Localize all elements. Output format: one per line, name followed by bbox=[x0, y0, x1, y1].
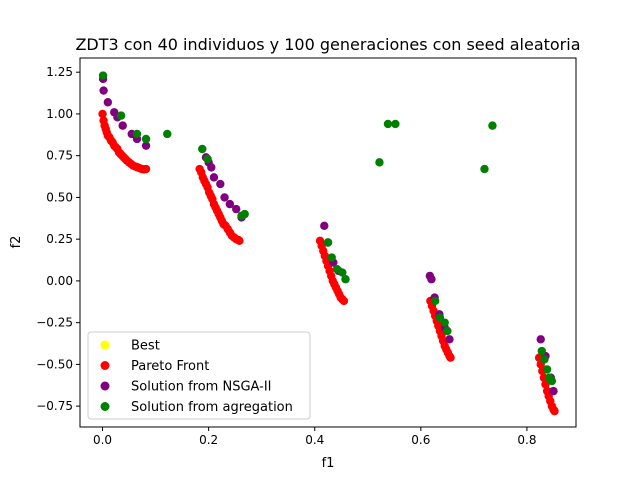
point-series-3-22 bbox=[443, 326, 452, 336]
point-series-3-0 bbox=[98, 71, 108, 80]
legend-marker bbox=[100, 340, 110, 350]
x-tick-label: 0.4 bbox=[305, 433, 324, 447]
x-axis-label: f1 bbox=[322, 456, 335, 471]
y-tick-label: −0.25 bbox=[36, 316, 73, 330]
point-series-3-21 bbox=[440, 318, 449, 327]
point-series-3-4 bbox=[163, 129, 172, 139]
y-tick-label: 0.25 bbox=[46, 232, 73, 246]
point-series-2-14 bbox=[220, 193, 229, 202]
point-series-3-24 bbox=[540, 355, 549, 364]
point-series-3-10 bbox=[327, 253, 336, 262]
y-tick-label: 0.00 bbox=[46, 274, 73, 288]
y-tick-label: −0.75 bbox=[36, 399, 73, 413]
y-tick-label: 1.25 bbox=[46, 65, 73, 79]
legend: Best Pareto Front Solution from NSGA-II Sol… bbox=[87, 331, 311, 420]
x-tick-label: 0.0 bbox=[93, 433, 112, 447]
y-axis-ticks: −0.75 −0.50 −0.25 0.00 0.25 0.50 0.75 1.00 1.25 bbox=[36, 65, 80, 413]
point-series-3-15 bbox=[383, 119, 393, 129]
point-series-3-2 bbox=[132, 129, 142, 139]
point-series-2-12 bbox=[209, 173, 219, 182]
plot-area-frame bbox=[79, 57, 577, 428]
point-series-2-11 bbox=[207, 163, 216, 172]
point-series-3-6 bbox=[203, 154, 212, 164]
y-tick-label: 1.00 bbox=[46, 107, 73, 121]
legend-label: Solution from agregation bbox=[131, 400, 293, 415]
y-axis-label: f2 bbox=[9, 236, 24, 249]
point-series-1-80 bbox=[446, 353, 455, 362]
legend-marker bbox=[100, 361, 110, 370]
point-series-3-19 bbox=[430, 296, 440, 306]
point-series-1-91 bbox=[550, 406, 559, 416]
y-tick-label: 0.50 bbox=[46, 190, 73, 204]
point-series-2-18 bbox=[320, 221, 329, 231]
point-series-2-5 bbox=[118, 121, 127, 130]
point-series-3-18 bbox=[488, 121, 497, 130]
point-series-1-50 bbox=[235, 236, 244, 246]
point-series-3-5 bbox=[198, 144, 207, 154]
point-series-2-8 bbox=[141, 141, 151, 150]
point-series-1-85 bbox=[541, 380, 550, 389]
chart-title: ZDT3 con 40 individuos y 100 generacione… bbox=[75, 35, 580, 54]
point-series-3-3 bbox=[141, 134, 151, 144]
point-series-1-26 bbox=[141, 164, 151, 174]
x-tick-label: 0.2 bbox=[199, 433, 218, 447]
point-series-2-16 bbox=[232, 204, 241, 214]
legend-label: Best bbox=[131, 339, 160, 354]
y-tick-label: −0.50 bbox=[36, 357, 73, 371]
point-series-3-8 bbox=[240, 209, 249, 219]
point-series-3-9 bbox=[323, 238, 333, 247]
x-tick-label: 0.6 bbox=[411, 433, 430, 447]
point-series-3-17 bbox=[480, 164, 489, 174]
point-series-2-27 bbox=[445, 335, 454, 344]
legend-box bbox=[87, 331, 311, 420]
point-series-2-31 bbox=[549, 386, 558, 396]
point-series-1-0 bbox=[98, 109, 107, 119]
point-series-2-13 bbox=[216, 179, 225, 189]
x-axis-ticks: 0.0 0.2 0.4 0.6 0.8 bbox=[93, 427, 536, 447]
point-series-3-14 bbox=[375, 158, 384, 167]
point-series-2-1 bbox=[99, 86, 108, 95]
point-series-2-28 bbox=[536, 335, 545, 344]
x-tick-label: 0.8 bbox=[517, 433, 536, 447]
point-series-3-23 bbox=[537, 346, 546, 356]
point-series-2-2 bbox=[103, 98, 113, 107]
point-series-3-25 bbox=[542, 365, 552, 374]
point-series-3-1 bbox=[116, 111, 126, 120]
legend-marker bbox=[100, 402, 110, 411]
legend-marker bbox=[100, 381, 110, 391]
point-series-3-13 bbox=[341, 275, 350, 284]
point-series-3-16 bbox=[391, 119, 400, 129]
point-series-2-23 bbox=[427, 275, 436, 284]
y-tick-label: 0.75 bbox=[46, 149, 73, 163]
point-series-3-27 bbox=[547, 376, 557, 386]
data-points bbox=[98, 71, 559, 416]
legend-label: Pareto Front bbox=[131, 359, 209, 374]
point-series-2-15 bbox=[225, 199, 235, 209]
legend-label: Solution from NSGA-II bbox=[131, 380, 272, 395]
point-series-1-66 bbox=[339, 296, 349, 306]
point-series-3-12 bbox=[338, 268, 347, 277]
